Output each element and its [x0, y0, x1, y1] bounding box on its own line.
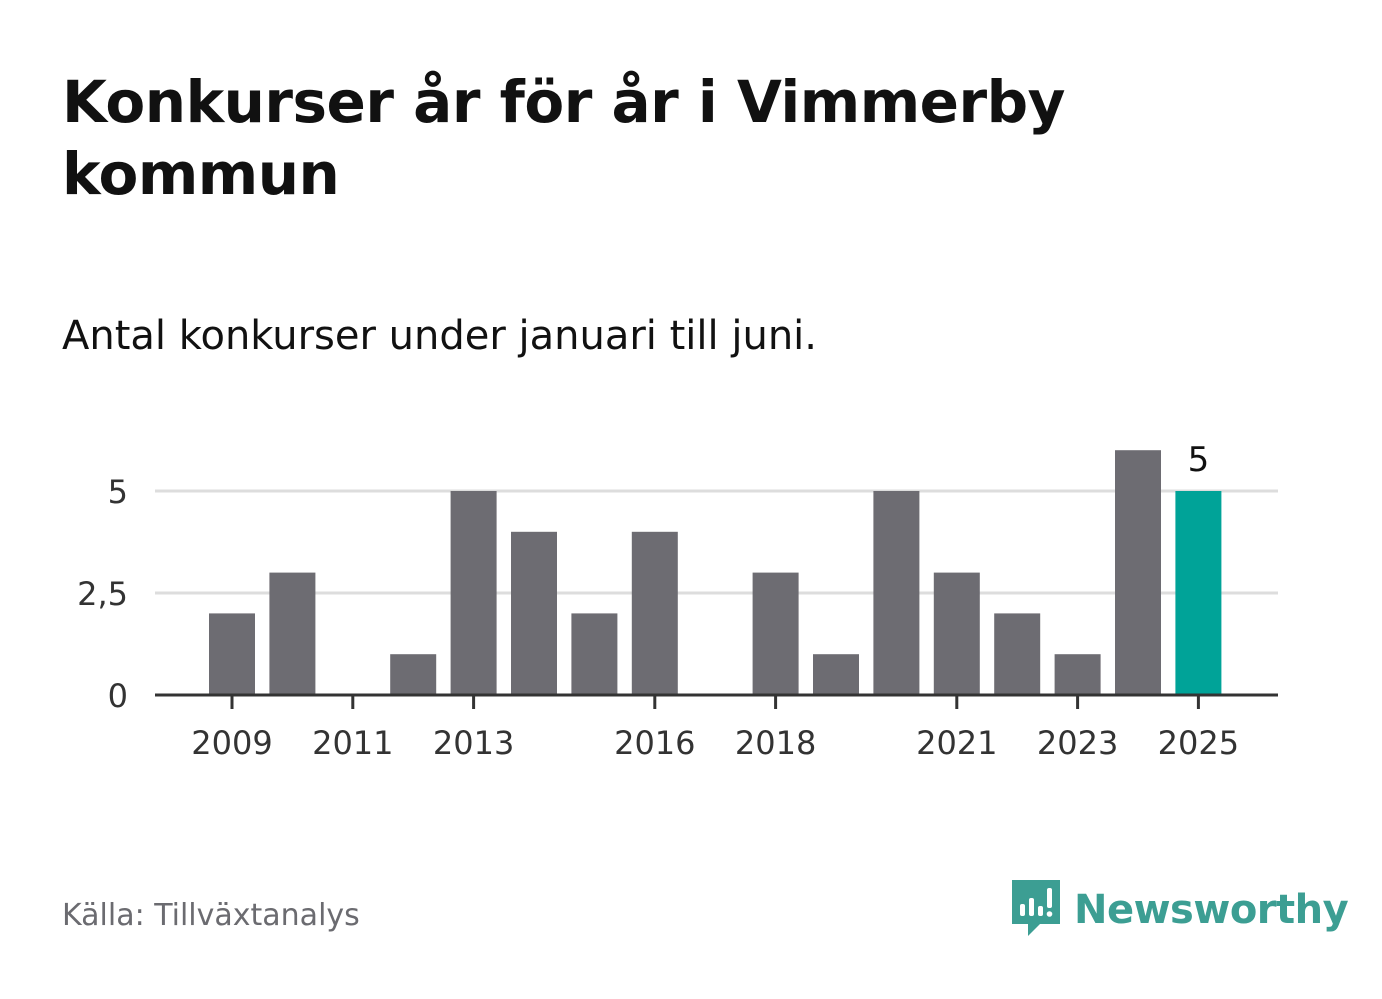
source-note: Källa: Tillväxtanalys — [62, 898, 360, 933]
bar — [511, 531, 557, 695]
bar — [390, 654, 437, 695]
bar — [450, 491, 497, 695]
bar — [1054, 654, 1101, 695]
bar — [994, 613, 1041, 695]
bar — [873, 491, 920, 695]
x-tick-label: 2021 — [916, 724, 997, 762]
chart-title: Konkurser år för år i Vimmerby kommun — [62, 68, 1065, 208]
bar — [269, 572, 316, 695]
bar — [1115, 450, 1161, 695]
x-tick-label: 2009 — [191, 724, 272, 762]
bar — [813, 654, 859, 695]
x-tick-label: 2023 — [1037, 724, 1118, 762]
bar — [631, 531, 678, 695]
brand-name: Newsworthy — [1074, 887, 1349, 933]
x-tick-label: 2018 — [735, 724, 816, 762]
bar — [209, 613, 255, 695]
newsworthy-logo-icon — [1010, 878, 1062, 942]
data-label: 5 — [1188, 440, 1210, 480]
x-tick-label: 2025 — [1158, 724, 1239, 762]
newsworthy-logo[interactable]: Newsworthy — [1010, 878, 1349, 942]
bar — [752, 572, 799, 695]
bar-highlight — [1175, 491, 1222, 695]
y-tick-label: 0 — [108, 677, 128, 715]
x-tick-label: 2016 — [614, 724, 695, 762]
x-tick-label: 2011 — [312, 724, 393, 762]
y-tick-label: 2,5 — [77, 575, 128, 613]
y-tick-label: 5 — [108, 473, 128, 511]
chart-subtitle: Antal konkurser under januari till juni. — [62, 313, 817, 359]
bar — [571, 613, 618, 695]
bar — [933, 572, 980, 695]
x-tick-label: 2013 — [433, 724, 514, 762]
